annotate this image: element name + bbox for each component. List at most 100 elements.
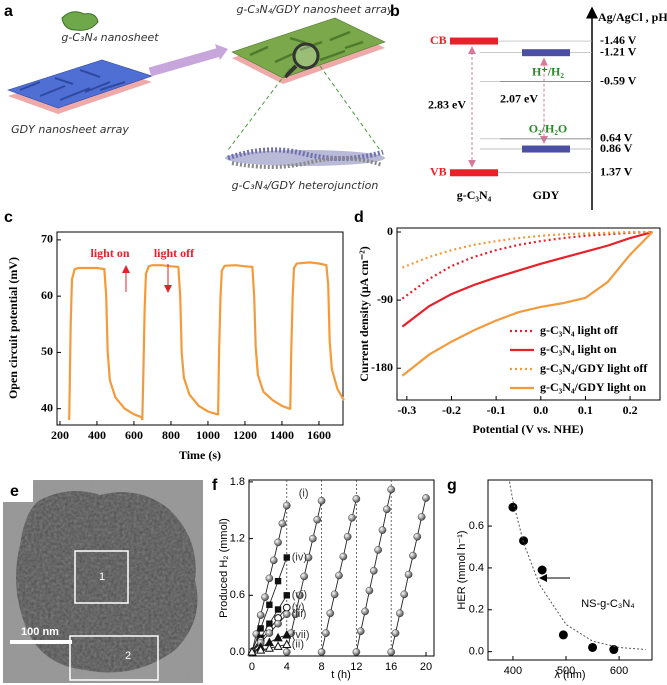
annotation: light on	[90, 246, 129, 260]
y-tick-label: 1.2	[230, 533, 245, 545]
series-label: (iv)	[292, 551, 307, 563]
point	[274, 538, 282, 547]
point	[588, 642, 598, 652]
legend-label: g-C₃N₄ light off	[540, 323, 619, 337]
x-tick-label: 400	[88, 428, 106, 442]
point	[396, 609, 404, 618]
series-label: (iii)	[292, 608, 307, 620]
panel-label: c	[4, 209, 13, 226]
nanosheet-label: g-C₃N₄ nanosheet	[61, 31, 159, 44]
magnifier	[292, 42, 320, 70]
series-label: (i)	[299, 487, 309, 499]
point	[417, 513, 426, 521]
y-tick-label: -180	[371, 360, 393, 374]
vb-bar	[450, 169, 498, 177]
x-tick-label: 600	[610, 665, 628, 677]
series-line	[68, 261, 345, 421]
region-label: 2	[125, 650, 131, 662]
x-tick-label: 1400	[270, 428, 294, 442]
point	[256, 645, 266, 654]
vb-label: VB	[430, 165, 447, 179]
point	[361, 607, 369, 616]
point	[282, 648, 291, 656]
x-tick-label: 20	[420, 661, 432, 673]
point	[378, 526, 387, 534]
x-tick-label: 8	[319, 661, 325, 673]
y-tick-label: 40	[41, 400, 53, 414]
point	[519, 536, 529, 546]
point	[269, 556, 278, 565]
point	[383, 505, 391, 514]
region-box	[74, 550, 129, 604]
point	[282, 639, 292, 648]
point	[352, 495, 361, 503]
material-label: GDY	[533, 188, 560, 202]
annotation: light off	[154, 246, 195, 260]
plot-frame	[396, 227, 661, 401]
point	[309, 534, 317, 543]
series-line	[401, 230, 653, 269]
point	[343, 532, 352, 541]
legend-label: g-C₃N₄/GDY light on	[540, 380, 646, 394]
x-tick-label: 1200	[233, 428, 257, 442]
material-label: g-C₃N₄	[457, 188, 492, 202]
vb-bar	[522, 145, 570, 153]
point	[508, 502, 518, 512]
gap-label: 2.83 eV	[428, 98, 466, 112]
legend-label: g-C₃N₄/GDY light off	[540, 361, 648, 375]
x-tick-label: 800	[162, 428, 180, 442]
level-label: 0.64 V	[600, 131, 633, 145]
x-tick-label: 0.1	[578, 403, 593, 417]
x-tick-label: 1600	[307, 428, 331, 442]
y-tick-label: 0.0	[469, 646, 484, 658]
point	[274, 606, 282, 613]
y-tick-label: 50	[41, 344, 53, 358]
lattice	[227, 147, 384, 162]
x-tick-label: -0.2	[442, 403, 461, 417]
label-box	[3, 480, 33, 502]
y-tick-label: 0	[387, 224, 393, 238]
heterojunction-label: g-C₃N₄/GDY heterojunction	[232, 179, 379, 192]
gap-label: 2.07 eV	[500, 92, 538, 106]
point	[413, 532, 422, 541]
x-tick-label: -0.3	[397, 403, 416, 417]
point	[278, 519, 287, 528]
x-axis-label: λ (nm)	[554, 669, 585, 681]
point	[356, 627, 365, 636]
x-tick-label: 16	[385, 661, 397, 673]
x-axis-label: Time (s)	[179, 448, 221, 462]
point	[352, 648, 361, 656]
level-label: 1.37 V	[600, 165, 633, 179]
y-axis-label: Open circuit potential (mV)	[6, 257, 20, 399]
region-label: 1	[99, 571, 105, 583]
point	[409, 551, 417, 560]
y-tick-label: 70	[41, 232, 53, 246]
y-tick-label: 0.4	[469, 562, 484, 574]
x-tick-label: 1000	[196, 428, 220, 442]
point	[322, 629, 330, 637]
lattice	[231, 156, 383, 169]
region-box	[69, 635, 159, 681]
x-axis-label: t (h)	[331, 669, 351, 681]
series-label: (v)	[292, 602, 305, 614]
point	[256, 611, 265, 619]
x-tick-label: 4	[284, 661, 290, 673]
point	[291, 610, 300, 619]
y-axis-label: HER (mmol h⁻¹)	[456, 530, 468, 609]
series-label: (vi)	[292, 589, 307, 601]
panel-label: d	[354, 209, 364, 226]
panel-label: b	[390, 3, 400, 20]
y-tick-label: 60	[41, 288, 53, 302]
point	[335, 571, 343, 580]
plot-frame	[248, 479, 435, 657]
point	[282, 603, 291, 612]
point	[282, 501, 291, 510]
point	[257, 625, 264, 632]
plot-frame	[56, 231, 344, 426]
point	[365, 586, 374, 595]
plot-frame	[487, 479, 653, 661]
series-line	[401, 230, 653, 328]
point	[304, 553, 313, 562]
point	[317, 648, 326, 656]
